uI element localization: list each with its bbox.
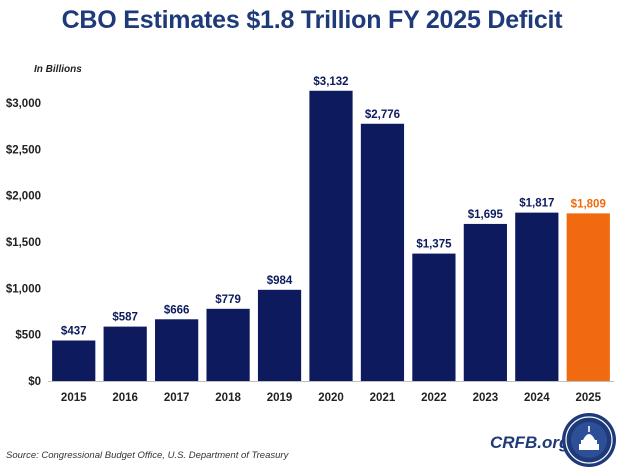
y-tick-label: $2,000 <box>6 191 41 203</box>
data-label-2019: $984 <box>267 275 293 287</box>
bar-2017 <box>155 319 199 381</box>
y-axis: In Billions $0 $500 $1,000 $1,500 $2,000 $2,50… <box>6 64 82 388</box>
x-tick-label: 2015 <box>61 392 87 404</box>
y-tick-label: $500 <box>15 330 41 342</box>
bar-2018 <box>206 308 250 381</box>
data-label-2020: $3,132 <box>313 76 348 88</box>
data-label-2015: $437 <box>61 326 87 338</box>
data-label-2018: $779 <box>215 294 241 306</box>
x-tick-label: 2016 <box>112 392 138 404</box>
bar-2020 <box>309 90 353 381</box>
source-note: Source: Congressional Budget Office, U.S… <box>6 450 289 461</box>
data-label-2022: $1,375 <box>416 239 452 251</box>
x-axis: 2015 2016 2017 2018 2019 2020 2021 2022 2023 2024… <box>48 381 614 404</box>
y-tick-label: $3,000 <box>6 98 41 110</box>
data-label-2023: $1,695 <box>468 209 504 221</box>
brand-link[interactable]: CRFB.org <box>490 433 570 452</box>
crfb-seal-logo <box>562 413 616 467</box>
data-label-2025: $1,809 <box>571 198 606 210</box>
bar-2025 <box>566 213 610 381</box>
x-tick-label: 2020 <box>318 392 344 404</box>
bar-2019 <box>257 289 302 381</box>
y-tick-label: $2,500 <box>6 144 41 156</box>
x-tick-label: 2024 <box>524 392 550 404</box>
bar-2015 <box>52 340 96 381</box>
x-tick-label: 2025 <box>575 392 601 404</box>
data-labels: $437 $587 $666 $779 $984 $3,132 $2,776 $1,375 $1… <box>61 76 606 338</box>
y-tick-label: $1,000 <box>6 283 41 295</box>
bar-2021 <box>360 123 405 382</box>
data-label-2016: $587 <box>112 312 138 324</box>
y-tick-label: $1,500 <box>6 237 41 249</box>
bars <box>52 90 610 382</box>
x-tick-label: 2017 <box>164 392 190 404</box>
bar-2022 <box>412 253 456 381</box>
data-label-2024: $1,817 <box>519 198 554 210</box>
x-tick-label: 2022 <box>421 392 447 404</box>
y-tick-label: $0 <box>28 376 41 388</box>
x-tick-label: 2018 <box>215 392 241 404</box>
x-tick-label: 2023 <box>473 392 499 404</box>
chart-title: CBO Estimates $1.8 Trillion FY 2025 Defi… <box>61 6 563 34</box>
data-label-2021: $2,776 <box>365 109 400 121</box>
x-tick-label: 2021 <box>370 392 396 404</box>
bar-2023 <box>463 223 507 381</box>
unit-label: In Billions <box>34 64 82 75</box>
data-label-2017: $666 <box>164 304 190 316</box>
bar-2016 <box>103 326 147 381</box>
x-tick-label: 2019 <box>267 392 293 404</box>
bar-2024 <box>515 212 559 381</box>
